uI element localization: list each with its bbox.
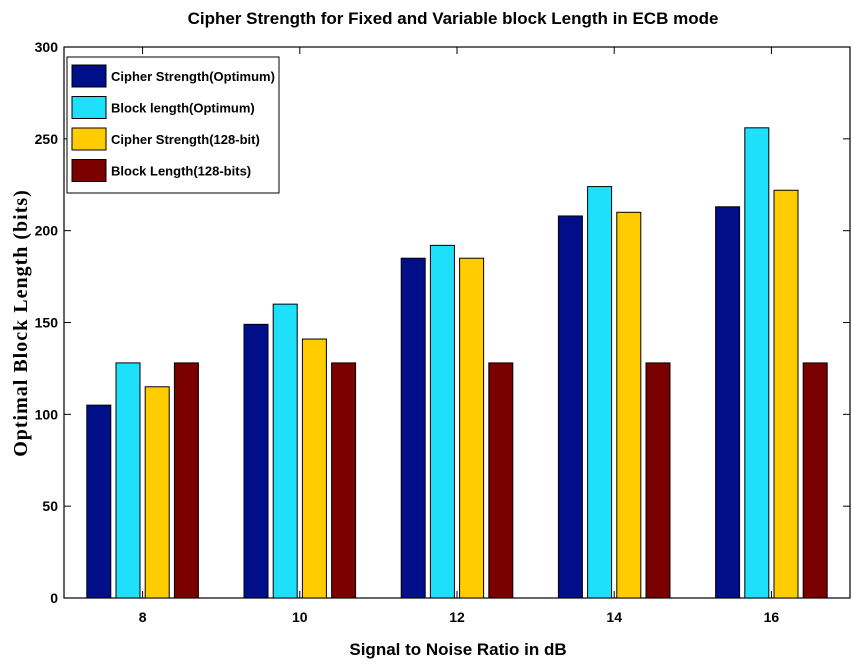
legend-label: Block length(Optimum)	[111, 101, 255, 116]
legend-swatch	[71, 64, 107, 88]
bar	[773, 189, 799, 599]
bar	[488, 362, 514, 599]
bar	[173, 362, 199, 599]
legend-label: Cipher Strength(Optimum)	[111, 69, 275, 84]
bar	[802, 362, 828, 599]
y-tick-label: 100	[35, 406, 59, 422]
legend-label: Block Length(128-bits)	[111, 164, 251, 179]
bar	[243, 323, 269, 599]
y-tick-label: 50	[42, 498, 58, 514]
chart-title: Cipher Strength for Fixed and Variable b…	[188, 9, 719, 28]
bar	[557, 215, 583, 599]
x-tick-label: 12	[449, 609, 465, 625]
legend-swatch	[71, 127, 107, 151]
plot-area: 0 50 100 150 200 250 300 8 10 12 14 16 Cipher Streng…	[35, 39, 851, 625]
bar	[144, 386, 170, 599]
x-tick-label: 10	[292, 609, 308, 625]
y-tick-label: 250	[35, 131, 59, 147]
bar	[115, 362, 141, 599]
x-tick-label: 8	[139, 609, 147, 625]
bar	[301, 338, 327, 599]
bar	[715, 206, 741, 599]
bar	[645, 362, 671, 599]
bar	[459, 257, 485, 599]
bar	[272, 303, 298, 599]
bar	[587, 186, 613, 599]
bar	[744, 127, 770, 599]
bar	[86, 404, 112, 599]
bar	[429, 244, 455, 599]
y-axis-label: Optimal Block Length (bits)	[10, 189, 32, 457]
y-tick-label: 150	[35, 315, 59, 331]
bar	[616, 211, 642, 599]
bar	[400, 257, 426, 599]
y-tick-label: 300	[35, 39, 59, 55]
legend-swatch	[71, 96, 107, 119]
legend-swatch	[71, 159, 107, 182]
y-tick-label: 0	[50, 590, 58, 606]
bar	[331, 362, 357, 599]
x-tick-label: 14	[606, 609, 622, 625]
y-tick-label: 200	[35, 223, 59, 239]
legend-label: Cipher Strength(128-bit)	[111, 132, 260, 147]
x-axis-label: Signal to Noise Ratio in dB	[349, 640, 566, 659]
legend: Cipher Strength(Optimum) Block length(Opt…	[66, 56, 280, 194]
x-tick-label: 16	[764, 609, 780, 625]
